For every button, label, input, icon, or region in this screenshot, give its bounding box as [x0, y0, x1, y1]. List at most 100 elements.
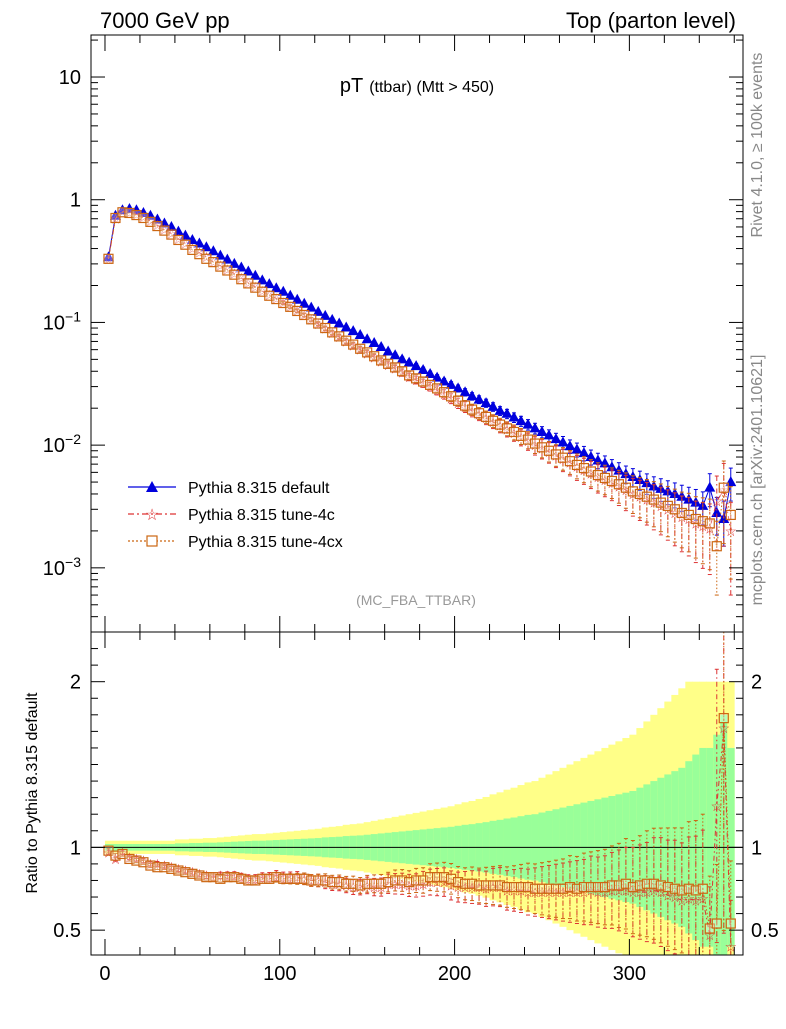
y-tick-label: 10−1 [43, 308, 81, 334]
data-point-tune-4c: ☆ [403, 369, 416, 385]
data-point-tune-4cx [592, 469, 604, 481]
ratio-point-tune-4c: ☆ [354, 879, 367, 895]
main-axis-ticks: 10 1 10−1 10−2 10−3 [43, 35, 743, 633]
legend-entry-tune-4cx: Pythia 8.315 tune-4cx [128, 534, 343, 551]
x-tick-label: 0 [99, 963, 110, 985]
ratio-y-tick-label-right: 2 [751, 672, 762, 694]
ratio-point-tune-4cx [466, 878, 478, 889]
data-point-tune-4cx [487, 415, 499, 426]
data-point-default [599, 457, 611, 468]
main-series-layer: ☆☆☆☆☆☆☆☆☆☆☆☆☆☆☆☆☆☆☆☆☆☆☆☆☆☆☆☆☆☆☆☆☆☆☆☆☆☆☆☆… [102, 203, 737, 596]
y-tick-label: 10−3 [43, 554, 81, 580]
data-point-tune-4cx [571, 459, 583, 471]
header-left: 7000 GeV pp [100, 8, 230, 33]
data-point-tune-4cx [383, 358, 394, 369]
data-point-tune-4cx [264, 290, 275, 301]
data-point-default [564, 440, 576, 451]
ratio-point-tune-4cx [445, 873, 457, 884]
ratio-point-tune-4c: ☆ [717, 720, 730, 736]
data-point-default [396, 353, 408, 364]
data-point-default [200, 241, 212, 252]
data-point-tune-4cx [564, 456, 576, 467]
data-point-tune-4cx [536, 442, 548, 453]
data-point-tune-4cx [515, 430, 527, 441]
ratio-point-tune-4cx [250, 875, 261, 886]
ratio-point-tune-4cx [124, 853, 135, 865]
ratio-point-tune-4c: ☆ [620, 882, 633, 898]
data-point-default [417, 363, 429, 374]
ratio-point-tune-4c: ☆ [710, 798, 723, 814]
ratio-point-tune-4cx [599, 881, 611, 893]
ratio-point-tune-4cx [299, 873, 310, 884]
ratio-point-tune-4cx [292, 873, 303, 884]
legend-label-tune-4cx: Pythia 8.315 tune-4cx [188, 534, 343, 551]
data-point-tune-4c: ☆ [543, 444, 556, 460]
data-point-tune-4cx [585, 466, 597, 477]
data-point-tune-4cx [704, 518, 715, 529]
data-point-tune-4cx [690, 513, 701, 525]
ratio-point-tune-4cx [418, 875, 429, 886]
series-line-tune-4c [108, 211, 732, 531]
ratio-point-tune-4c: ☆ [270, 867, 283, 883]
data-point-tune-4cx [529, 438, 541, 449]
legend-entry-tune-4c: ☆ Pythia 8.315 tune-4c [128, 507, 335, 524]
ratio-point-tune-4cx [236, 873, 247, 884]
data-point-tune-4c: ☆ [459, 399, 472, 415]
ratio-point-tune-4cx [473, 880, 485, 891]
ratio-point-tune-4cx [187, 868, 198, 879]
data-point-tune-4c: ☆ [515, 429, 528, 445]
data-point-default [256, 274, 268, 285]
ratio-point-tune-4cx [683, 883, 694, 894]
data-point-tune-4cx [718, 482, 729, 493]
rivet-credit: Rivet 4.1.0, ≥ 100k events [749, 53, 766, 238]
data-point-tune-4cx [201, 253, 212, 264]
data-point-default [508, 411, 520, 422]
data-point-default [382, 345, 394, 356]
data-point-tune-4cx [117, 207, 128, 218]
data-point-default [375, 341, 387, 352]
ratio-y-tick-label-left: 0.5 [53, 920, 81, 942]
data-point-tune-4cx [124, 207, 135, 219]
ratio-point-tune-4c: ☆ [340, 877, 353, 893]
data-point-default [326, 313, 338, 324]
ratio-point-tune-4cx [383, 877, 394, 888]
ratio-point-tune-4cx [404, 877, 415, 888]
data-point-tune-4cx [578, 462, 590, 474]
data-point-default [550, 433, 562, 444]
ratio-point-tune-4cx [222, 872, 233, 883]
data-point-tune-4cx [648, 494, 659, 505]
data-point-default [466, 390, 478, 401]
data-point-tune-4cx [376, 355, 387, 366]
data-point-tune-4cx [634, 488, 645, 500]
data-point-default [284, 289, 296, 300]
ratio-point-tune-4cx [536, 883, 548, 894]
data-point-tune-4cx [215, 261, 226, 272]
data-point-default [613, 464, 625, 475]
data-point-default [389, 349, 401, 360]
ratio-point-tune-4cx [348, 878, 359, 889]
data-point-tune-4cx [278, 297, 289, 309]
data-point-default [354, 328, 366, 339]
ratio-point-tune-4cx [327, 877, 338, 888]
ratio-point-tune-4cx [215, 873, 226, 884]
ratio-point-tune-4cx [390, 875, 401, 886]
data-point-default [312, 305, 324, 316]
data-point-tune-4cx [613, 479, 624, 490]
x-tick-label: 100 [263, 963, 296, 985]
ratio-point-tune-4c: ☆ [676, 892, 689, 908]
series-line-tune-4cx [108, 211, 732, 547]
ratio-point-tune-4cx [634, 880, 645, 891]
ratio-y-tick-label-left: 2 [70, 672, 81, 694]
data-point-tune-4c: ☆ [410, 372, 423, 388]
ratio-point-tune-4c: ☆ [543, 884, 556, 900]
ratio-point-tune-4cx [285, 873, 296, 884]
data-point-tune-4cx [466, 404, 478, 415]
ratio-point-tune-4cx [432, 872, 443, 883]
data-point-tune-4cx [341, 335, 352, 346]
data-point-default [361, 333, 373, 344]
ratio-point-tune-4c: ☆ [368, 879, 381, 895]
data-point-tune-4cx [599, 472, 611, 484]
data-point-default [578, 447, 590, 458]
ratio-point-tune-4cx [501, 881, 513, 893]
